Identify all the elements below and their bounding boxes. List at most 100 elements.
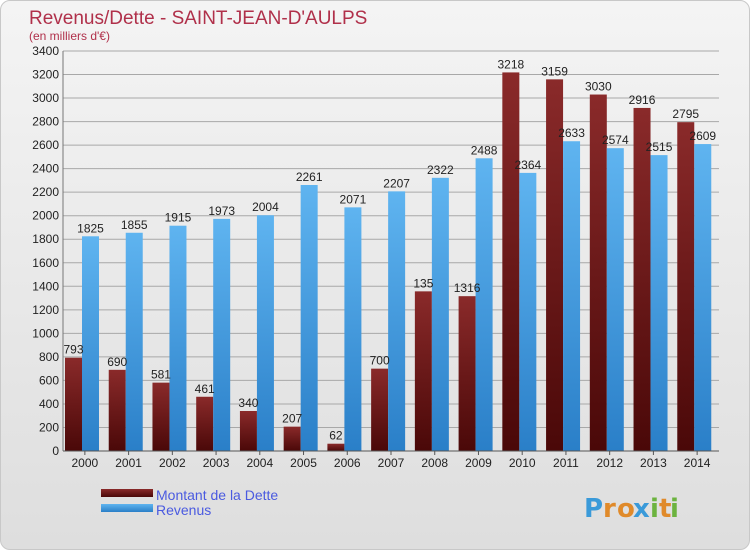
y-tick-label: 1600 — [32, 256, 59, 270]
y-tick-label: 600 — [39, 373, 59, 387]
x-tick-label: 2010 — [509, 456, 536, 470]
axes: 0 200 400 600 800 1000 1200 1400 1600 1800 2000 220… — [32, 44, 719, 470]
bar-revenus — [519, 172, 537, 451]
logo-letter: r — [603, 494, 616, 524]
x-tick-label: 2009 — [465, 456, 492, 470]
bar-debt — [196, 396, 214, 451]
x-tick-label: 2007 — [378, 456, 405, 470]
bar-revenus — [563, 141, 581, 451]
data-label: 2071 — [340, 192, 367, 206]
y-tick-label: 1400 — [32, 279, 59, 293]
x-tick-label: 2012 — [596, 456, 623, 470]
logo-letter: i — [650, 494, 659, 524]
bar-debt — [633, 107, 651, 452]
data-label: 1973 — [208, 204, 235, 218]
y-tick-label: 0 — [52, 444, 59, 458]
logo-letter: i — [670, 494, 679, 524]
y-tick-label: 3200 — [32, 68, 59, 82]
y-tick-label: 1200 — [32, 303, 59, 317]
y-tick-label: 400 — [39, 397, 59, 411]
data-label: 2633 — [558, 126, 585, 140]
bar-debt — [677, 122, 695, 452]
bars — [65, 72, 712, 452]
data-label: 2488 — [471, 143, 498, 157]
data-label: 2609 — [689, 129, 716, 143]
y-tick-label: 2200 — [32, 185, 59, 199]
logo-letter: o — [617, 494, 635, 524]
data-label: 1915 — [165, 211, 192, 225]
bar-debt — [414, 291, 432, 451]
bar-debt — [502, 72, 520, 451]
legend: Montant de la Dette Revenus — [101, 487, 278, 518]
bar-revenus — [169, 225, 187, 451]
data-labels: 793 1825 690 1855 581 1915 461 1973 340 2004 207 22… — [63, 57, 716, 442]
x-tick-label: 2000 — [72, 456, 99, 470]
x-tick-label: 2008 — [421, 456, 448, 470]
x-tick-label: 2003 — [203, 456, 230, 470]
bar-debt — [283, 426, 301, 451]
bar-debt — [546, 79, 564, 452]
data-label: 207 — [282, 412, 302, 426]
y-tick-label: 200 — [39, 420, 59, 434]
x-tick-label: 2011 — [553, 456, 579, 470]
logo-letter: x — [633, 494, 650, 524]
data-label: 3218 — [497, 57, 524, 71]
data-label: 1855 — [121, 218, 148, 232]
x-tick-label: 2006 — [334, 456, 361, 470]
data-label: 1825 — [77, 221, 104, 235]
data-label: 135 — [413, 276, 433, 290]
data-label: 2515 — [646, 140, 673, 154]
bar-revenus — [475, 158, 493, 451]
y-tick-label: 1800 — [32, 232, 59, 246]
x-tick-label: 2005 — [290, 456, 317, 470]
bar-revenus — [300, 185, 318, 451]
legend-swatch-revenus — [101, 504, 153, 512]
y-tick-label: 3400 — [32, 44, 59, 58]
legend-label-revenus: Revenus — [156, 502, 211, 518]
y-tick-label: 2600 — [32, 138, 59, 152]
data-label: 3030 — [585, 80, 612, 94]
bar-revenus — [694, 144, 712, 451]
x-tick-label: 2004 — [246, 456, 273, 470]
x-tick-label: 2013 — [640, 456, 667, 470]
y-tick-label: 2800 — [32, 115, 59, 129]
logo-letter: P — [584, 494, 603, 524]
bar-revenus — [213, 218, 231, 451]
bar-revenus — [431, 177, 449, 451]
x-tick-label: 2001 — [115, 456, 142, 470]
bar-revenus — [388, 191, 406, 451]
bar-revenus — [82, 236, 99, 451]
data-label: 62 — [329, 429, 343, 443]
data-label: 461 — [195, 382, 215, 396]
logo-letter: t — [659, 494, 671, 524]
y-tick-label: 2400 — [32, 162, 59, 176]
data-label: 2261 — [296, 170, 323, 184]
data-label: 581 — [151, 368, 171, 382]
x-tick-label: 2002 — [159, 456, 186, 470]
data-label: 2364 — [514, 158, 541, 172]
data-label: 2207 — [383, 176, 410, 190]
bar-debt — [152, 382, 170, 451]
bar-debt — [108, 369, 126, 451]
legend-swatch-debt — [101, 489, 153, 497]
bar-revenus — [125, 232, 143, 451]
bar-debt — [65, 357, 82, 451]
data-label: 2916 — [629, 93, 656, 107]
data-label: 340 — [238, 396, 258, 410]
bar-revenus — [344, 207, 362, 451]
legend-label-debt: Montant de la Dette — [156, 487, 278, 503]
data-label: 2004 — [252, 200, 279, 214]
data-label: 690 — [107, 355, 127, 369]
data-label: 3159 — [541, 64, 568, 78]
y-tick-label: 2000 — [32, 209, 59, 223]
data-label: 2322 — [427, 163, 454, 177]
data-label: 2795 — [672, 107, 699, 121]
bar-revenus — [606, 148, 624, 452]
bar-debt — [327, 443, 345, 451]
data-label: 2574 — [602, 133, 629, 147]
data-label: 793 — [63, 343, 83, 357]
chart-title: Revenus/Dette - SAINT-JEAN-D'AULPS — [29, 8, 367, 29]
